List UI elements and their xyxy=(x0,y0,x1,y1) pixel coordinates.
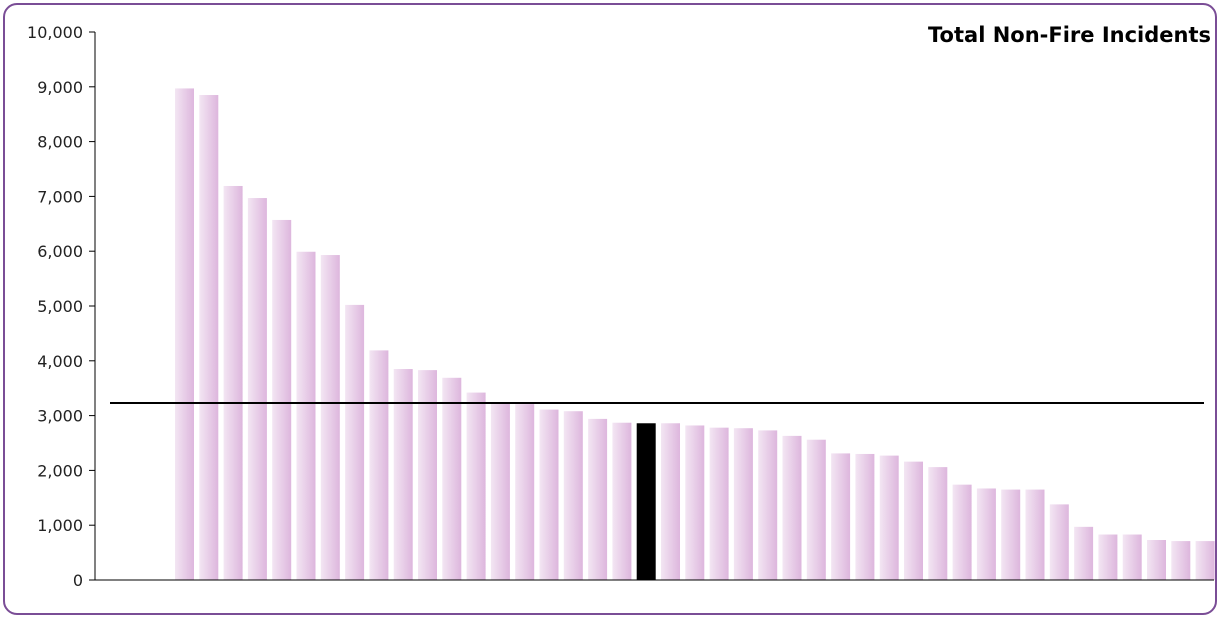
y-tick-label: 0 xyxy=(73,571,83,590)
bar xyxy=(296,251,316,580)
bar xyxy=(952,484,972,580)
bar xyxy=(199,95,219,581)
bar xyxy=(418,370,437,580)
bar xyxy=(1098,534,1118,580)
y-axis: 0 1,000 2,000 3,000 4,000 5,000 6,000 7,000 8,00… xyxy=(27,23,96,590)
bar xyxy=(685,425,705,580)
bar xyxy=(709,427,729,580)
bar xyxy=(806,439,826,580)
bar xyxy=(928,467,948,580)
bar xyxy=(733,428,753,580)
bar xyxy=(345,304,365,580)
y-tick-label: 3,000 xyxy=(37,407,83,426)
bar xyxy=(1049,504,1069,580)
bar xyxy=(879,455,899,580)
bar-highlighted xyxy=(636,423,656,580)
bar xyxy=(1195,541,1215,580)
bar xyxy=(563,411,583,580)
bar xyxy=(515,404,535,580)
bar xyxy=(758,430,778,580)
bar xyxy=(661,423,680,580)
bar xyxy=(223,185,243,581)
bar xyxy=(904,461,923,580)
bar xyxy=(369,350,389,580)
bar xyxy=(612,422,632,580)
bar xyxy=(1074,526,1094,580)
bar xyxy=(247,198,267,581)
bar xyxy=(976,488,996,580)
bar xyxy=(1171,541,1191,580)
bar xyxy=(393,369,413,580)
bar xyxy=(490,403,510,580)
bars-group xyxy=(175,88,1215,581)
bar xyxy=(539,409,559,580)
bar xyxy=(1147,540,1166,580)
y-tick-label: 6,000 xyxy=(37,242,83,261)
y-tick-label: 5,000 xyxy=(37,297,83,316)
bar xyxy=(588,418,608,580)
chart-title: Total Non-Fire Incidents xyxy=(928,23,1211,47)
bar xyxy=(320,255,340,581)
bar xyxy=(782,435,802,580)
y-tick-label: 2,000 xyxy=(37,461,83,480)
bar xyxy=(272,219,292,580)
bar xyxy=(855,453,875,580)
y-tick-label: 10,000 xyxy=(27,23,83,42)
y-tick-label: 7,000 xyxy=(37,187,83,206)
bar xyxy=(1025,489,1045,580)
y-tick-label: 8,000 xyxy=(37,133,83,152)
y-tick-label: 1,000 xyxy=(37,516,83,535)
bar xyxy=(466,392,486,580)
bar xyxy=(1122,534,1142,580)
bar xyxy=(175,88,194,580)
bar xyxy=(1001,489,1021,580)
bar xyxy=(442,377,462,580)
bar xyxy=(831,453,851,580)
y-tick-label: 4,000 xyxy=(37,352,83,371)
y-tick-label: 9,000 xyxy=(37,78,83,97)
